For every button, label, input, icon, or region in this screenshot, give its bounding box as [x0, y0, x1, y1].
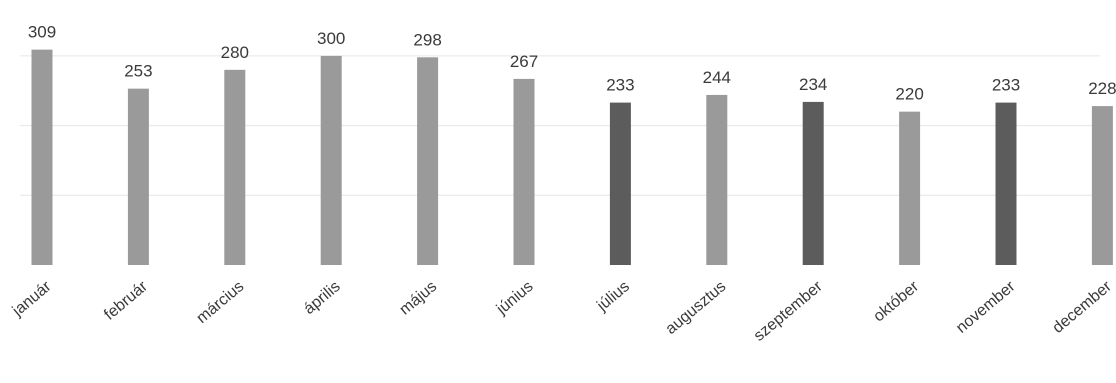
data-label: 234	[799, 75, 827, 94]
bar-június	[513, 78, 535, 265]
x-tick-label: február	[101, 278, 151, 324]
x-tick-label: június	[493, 278, 537, 319]
x-axis-tick-labels: január február március április május június jú…	[9, 278, 1116, 345]
data-label: 233	[992, 76, 1020, 95]
bar-május	[417, 57, 439, 265]
x-tick-label: március	[194, 278, 248, 327]
data-label: 220	[895, 85, 923, 104]
data-label: 280	[221, 43, 249, 62]
bar-december	[1091, 106, 1113, 265]
x-tick-label: április	[301, 278, 344, 318]
bar-április	[320, 55, 342, 266]
data-label: 253	[124, 62, 152, 81]
bar-február	[127, 88, 149, 265]
data-label: 233	[606, 76, 634, 95]
data-label: 300	[317, 29, 345, 48]
data-label: 228	[1088, 79, 1116, 98]
bar-október	[899, 111, 921, 265]
x-tick-label: október	[870, 278, 922, 326]
x-tick-label: január	[9, 278, 55, 321]
bars	[31, 49, 1113, 266]
bar-szeptember	[802, 101, 824, 265]
data-label: 244	[703, 68, 731, 87]
x-tick-label: augusztus	[663, 278, 730, 338]
gridlines	[20, 55, 1100, 196]
value-labels: 309 253 280 300 298 267 233 244 234 220 233 228	[28, 23, 1116, 104]
data-label: 298	[413, 30, 441, 49]
x-tick-label: november	[953, 278, 1019, 337]
data-label: 267	[510, 52, 538, 71]
bar-július	[609, 102, 631, 265]
bar-március	[224, 69, 246, 265]
bar-augusztus	[706, 94, 728, 265]
x-tick-label: december	[1050, 278, 1116, 337]
x-tick-label: július	[593, 278, 633, 315]
data-label: 309	[28, 23, 56, 42]
x-tick-label: szeptember	[751, 278, 826, 345]
bar-január	[31, 49, 53, 265]
x-tick-label: május	[397, 278, 441, 318]
bar-november	[995, 102, 1017, 265]
